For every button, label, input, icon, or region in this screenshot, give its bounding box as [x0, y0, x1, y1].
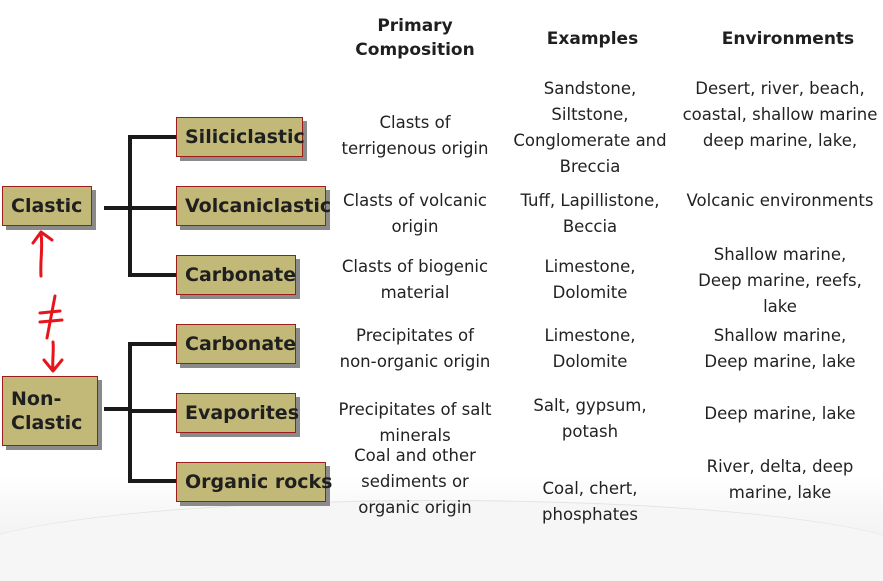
connector-siliciclastic — [128, 135, 176, 139]
composition-cell: Clasts of terrigenous origin — [341, 113, 489, 158]
header-composition: Primary Composition — [355, 16, 475, 60]
type-siliciclastic: Siliciclastic — [176, 117, 305, 157]
slide-background — [0, 0, 883, 539]
connector-volcaniclastic — [128, 206, 176, 210]
connector-organic — [128, 479, 176, 483]
type-organic-rocks: Organic rocks — [176, 462, 333, 502]
environments-cell: Shallow marine, Deep marine, lake — [704, 326, 856, 371]
examples-cell: Coal, chert, phosphates — [542, 479, 638, 524]
environments-cell: Desert, river, beach, coastal, shallow ma… — [682, 79, 878, 150]
examples-cell: Tuff, Lapillistone, Beccia — [520, 191, 660, 236]
header-examples: Examples — [546, 29, 639, 49]
header-environments: Environments — [721, 29, 855, 49]
connector-carbonate-2 — [128, 342, 176, 346]
environments-cell: Deep marine, lake — [704, 404, 856, 423]
up-arrow-icon — [31, 230, 54, 278]
type-carbonate-nonclastic: Carbonate — [176, 324, 296, 364]
connector-nonclastic-stem — [104, 407, 130, 411]
examples-cell: Sandstone, Siltstone, Conglomerate and Bre… — [513, 79, 667, 176]
type-evaporites: Evaporites — [176, 393, 299, 433]
root-clastic: Clastic — [2, 186, 92, 226]
environments-cell: River, delta, deep marine, lake — [706, 457, 854, 502]
connector-carbonate-1 — [128, 273, 176, 277]
composition-cell: Precipitates of salt minerals — [338, 400, 492, 445]
examples-cell: Limestone, Dolomite — [544, 326, 636, 371]
type-volcaniclastic: Volcaniclastic — [176, 186, 331, 226]
composition-cell: Coal and other sediments or organic origi… — [354, 446, 476, 517]
environments-cell: Volcanic environments — [686, 191, 874, 210]
root-nonclastic: Non- Clastic — [2, 376, 98, 446]
connector-evaporites — [128, 409, 176, 413]
examples-cell: Salt, gypsum, potash — [533, 396, 647, 441]
examples-cell: Limestone, Dolomite — [544, 257, 636, 302]
down-arrow-icon — [42, 340, 64, 373]
composition-cell: Clasts of biogenic material — [341, 257, 489, 302]
not-equal-icon — [38, 294, 64, 340]
not-equal-annotation — [31, 230, 64, 373]
composition-cell: Precipitates of non-organic origin — [339, 326, 491, 371]
connector-clastic-stem — [104, 206, 130, 210]
type-carbonate-clastic: Carbonate — [176, 255, 296, 295]
environments-cell: Shallow marine, Deep marine, reefs, lake — [698, 245, 862, 316]
composition-cell: Clasts of volcanic origin — [342, 191, 487, 236]
connector-clastic-spine — [128, 135, 132, 276]
